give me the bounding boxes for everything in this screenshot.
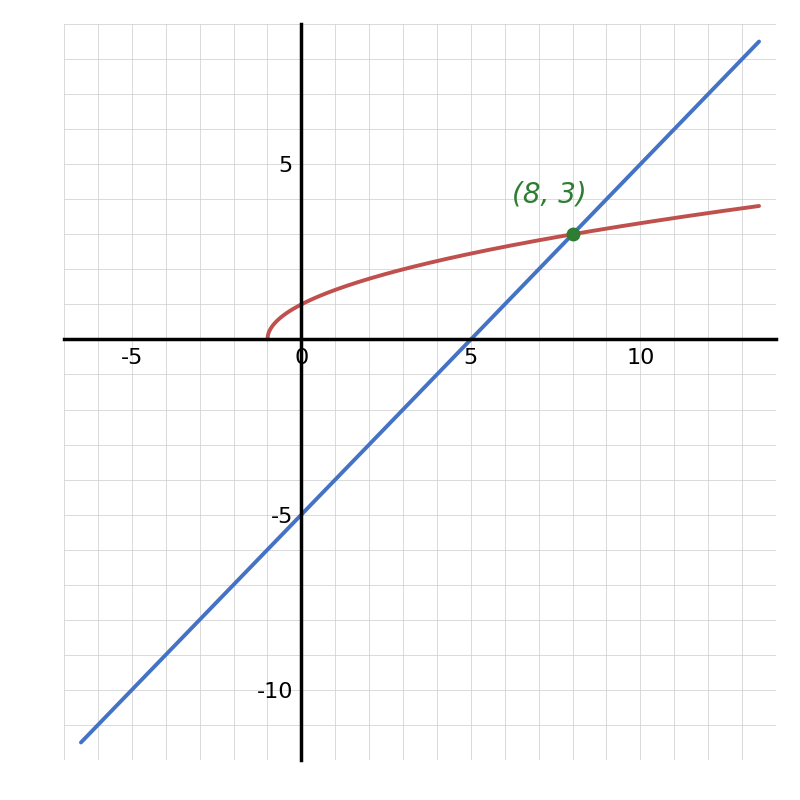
Text: (8, 3): (8, 3) (511, 181, 586, 209)
